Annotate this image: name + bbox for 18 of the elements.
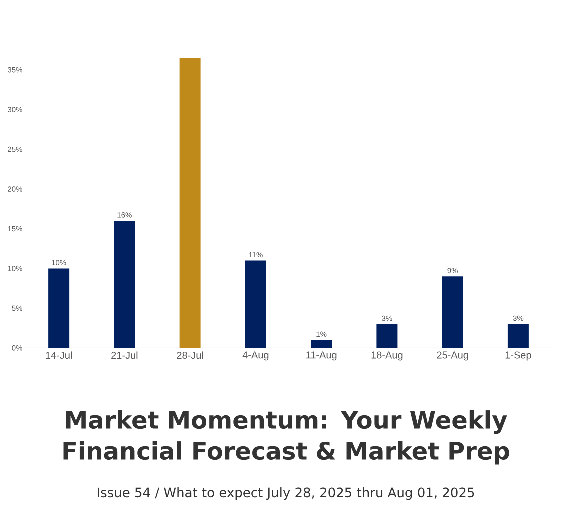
x-tick-label: 1-Sep <box>506 352 532 361</box>
x-tick-label: 11-Aug <box>306 352 337 361</box>
x-tick-label: 14-Jul <box>46 352 72 360</box>
bar <box>442 276 464 348</box>
bar <box>114 221 136 348</box>
text: Issue 54 / What to expect July 28, 2025 thru Aug 01, 2025 <box>98 488 474 500</box>
bar <box>311 340 332 348</box>
x-tick-label: 21-Jul <box>112 352 138 360</box>
x-tick-label: 25-Aug <box>437 352 468 361</box>
bar <box>245 260 266 348</box>
x-tick-label: 18-Aug <box>372 352 403 361</box>
bar <box>48 268 70 348</box>
bar <box>376 324 398 348</box>
bar <box>508 324 529 348</box>
bar <box>180 58 201 348</box>
x-tick-label: 28-Jul <box>177 352 204 360</box>
x-tick-label: 4-Aug <box>242 352 269 361</box>
text: Market Momentum: Your Weekly Financial Forecast & Market Prep <box>64 410 510 465</box>
